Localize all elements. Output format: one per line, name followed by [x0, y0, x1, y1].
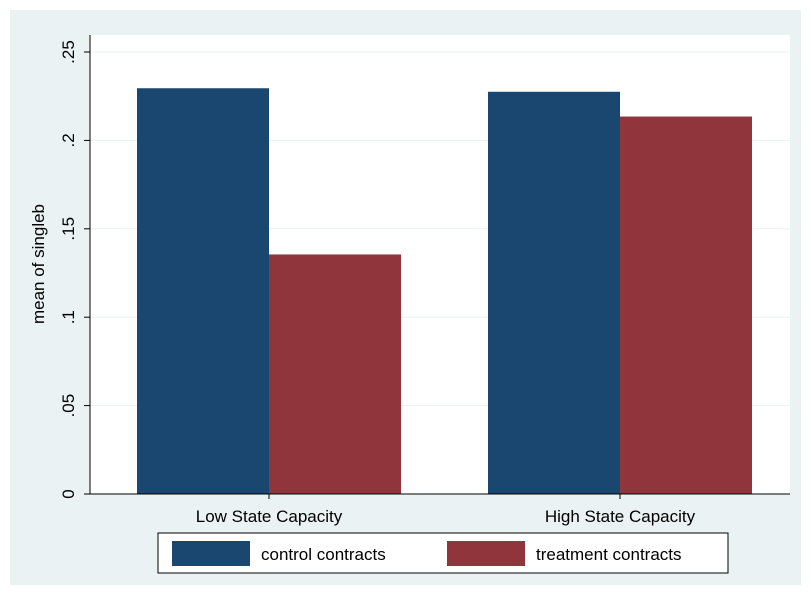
y-tick-label: .25	[59, 40, 78, 64]
y-tick-label: .1	[59, 310, 78, 324]
bar-control	[488, 91, 620, 494]
y-tick-label: .05	[59, 394, 78, 418]
legend-box	[157, 532, 729, 574]
legend-swatch	[172, 541, 250, 566]
bar-treatment	[620, 116, 752, 495]
bars	[137, 88, 752, 495]
legend-label: treatment contracts	[536, 545, 682, 564]
y-axis-ticks: 0 .05 .1 .15 .2 .25	[59, 40, 90, 499]
bar-treatment	[269, 254, 401, 494]
legend-swatch	[447, 541, 525, 566]
bar-control	[137, 88, 269, 494]
y-tick-label: .2	[59, 133, 78, 147]
y-tick-label: 0	[59, 489, 78, 498]
legend: control contracts treatment contracts	[157, 532, 729, 574]
y-tick-label: .15	[59, 217, 78, 241]
legend-label: control contracts	[261, 545, 386, 564]
y-axis-label: mean of singleb	[29, 204, 48, 324]
x-axis-labels: Low State Capacity High State Capacity	[196, 494, 696, 526]
x-tick-label: High State Capacity	[545, 507, 696, 526]
x-tick-label: Low State Capacity	[196, 507, 343, 526]
